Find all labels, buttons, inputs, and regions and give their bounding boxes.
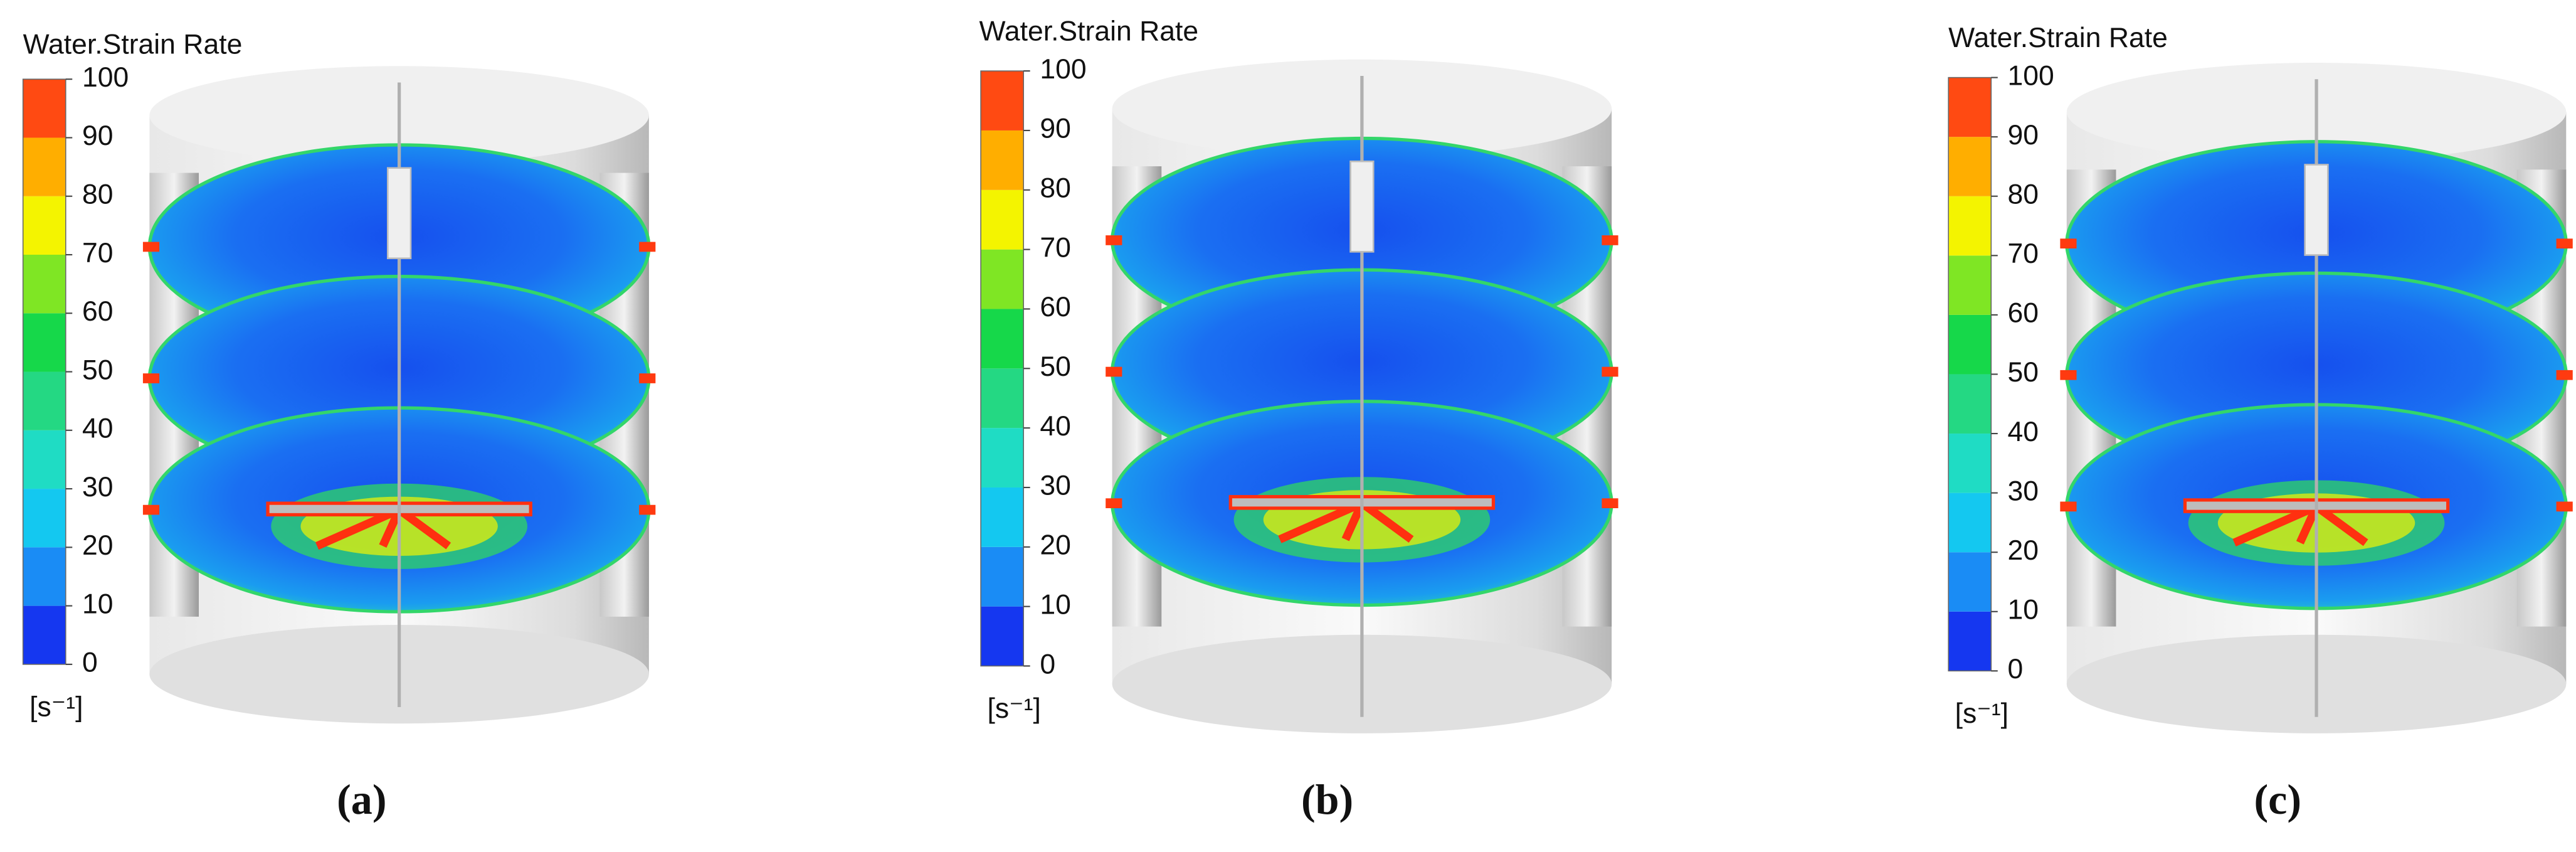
colorbar-band <box>981 368 1024 429</box>
hot-spot <box>2556 501 2573 512</box>
colorbar-tick-label: 80 <box>82 179 113 210</box>
hot-spot <box>142 242 160 252</box>
hot-spot <box>142 504 160 515</box>
panel: Water.Strain Rate 0 10 20 30 40 50 60 70 80 90 100 [… <box>22 29 656 823</box>
colorbar-tick-label: 0 <box>2008 654 2024 684</box>
colorbar-tick-label: 100 <box>1040 54 1086 85</box>
panel: Water.Strain Rate 0 10 20 30 40 50 60 70 80 90 100 [… <box>979 16 1618 823</box>
panel-caption: (c) <box>2254 775 2301 823</box>
colorbar-tick-label: 90 <box>1040 114 1071 144</box>
hot-spot <box>639 373 656 383</box>
colorbar-band <box>23 371 66 430</box>
panel: Water.Strain Rate 0 10 20 30 40 50 60 70 80 90 100 [… <box>1948 23 2573 823</box>
colorbar-tick-label: 70 <box>82 238 113 269</box>
colorbar-band <box>23 430 66 489</box>
colorbar-tick-label: 90 <box>82 120 113 151</box>
colorbar-band <box>981 71 1024 130</box>
hot-spot <box>1106 235 1122 245</box>
colorbar-tick-label: 30 <box>2008 476 2039 506</box>
colorbar-tick-label: 30 <box>82 472 113 503</box>
colorbar-tick-label: 10 <box>2008 595 2039 626</box>
colorbar-tick-label: 0 <box>82 647 98 678</box>
hot-spot <box>2556 238 2573 249</box>
hot-spot <box>2060 238 2077 249</box>
colorbar-tick-label: 70 <box>1040 232 1071 263</box>
colorbar-tick-label: 40 <box>1040 411 1071 442</box>
colorbar-band <box>1948 611 1992 671</box>
colorbar-title: Water.Strain Rate <box>1948 23 2168 53</box>
hot-spot <box>639 504 656 515</box>
colorbar-tick-label: 100 <box>82 62 129 93</box>
colorbar-band <box>981 606 1024 666</box>
colorbar-band <box>23 489 66 548</box>
hot-spot <box>2060 370 2077 380</box>
colorbar-tick-label: 50 <box>2008 357 2039 388</box>
colorbar-unit: [s⁻¹] <box>1955 698 2009 729</box>
colorbar-tick-label: 40 <box>82 413 113 444</box>
shaft-hub <box>386 167 412 260</box>
colorbar-tick-label: 30 <box>1040 471 1071 501</box>
colorbar-tick-label: 80 <box>2008 179 2039 210</box>
colorbar-band <box>1948 374 1992 434</box>
colorbar-tick-label: 50 <box>1040 351 1071 382</box>
colorbar-band <box>23 255 66 314</box>
hot-spot <box>1602 366 1618 377</box>
colorbar-tick-label: 10 <box>82 588 113 619</box>
hot-spot <box>639 242 656 252</box>
colorbar-band <box>1948 137 1992 196</box>
colorbar-band <box>1948 77 1992 137</box>
colorbar-tick-label: 60 <box>82 296 113 327</box>
colorbar-band <box>981 546 1024 607</box>
hot-spot <box>1602 235 1618 245</box>
colorbar-tick-label: 10 <box>1040 589 1071 620</box>
colorbar-title: Water.Strain Rate <box>23 29 243 60</box>
hot-spot <box>1106 498 1122 508</box>
panel-caption: (b) <box>1301 775 1353 823</box>
colorbar-tick-label: 60 <box>1040 292 1071 322</box>
colorbar-band <box>1948 552 1992 612</box>
panel-caption: (a) <box>337 775 386 823</box>
colorbar-band <box>981 487 1024 547</box>
colorbar-tick-label: 20 <box>1040 530 1071 561</box>
colorbar-band <box>981 428 1024 487</box>
colorbar-tick-label: 70 <box>2008 238 2039 269</box>
colorbar-band <box>981 189 1024 250</box>
colorbar-tick-label: 0 <box>1040 649 1055 679</box>
shaft-hub <box>2304 164 2329 256</box>
colorbar-band <box>23 313 66 372</box>
colorbar-band <box>1948 434 1992 493</box>
colorbar-band <box>981 130 1024 190</box>
colorbar-tick-label: 80 <box>1040 173 1071 204</box>
colorbar-band <box>981 309 1024 369</box>
colorbar-band <box>1948 493 1992 553</box>
colorbar-tick-label: 40 <box>2008 417 2039 447</box>
colorbar-tick-label: 100 <box>2008 60 2054 91</box>
colorbar-band <box>1948 196 1992 256</box>
hot-spot <box>142 373 160 383</box>
colorbar-band <box>1948 255 1992 315</box>
hot-spot <box>1602 498 1618 508</box>
colorbar-band <box>1948 314 1992 375</box>
hot-spot <box>2060 501 2077 512</box>
colorbar-band <box>23 547 66 606</box>
colorbar-band <box>23 137 66 196</box>
hot-spot <box>1106 366 1122 377</box>
colorbar-title: Water.Strain Rate <box>979 16 1198 47</box>
shaft-hub <box>1349 160 1375 253</box>
colorbar-tick-label: 90 <box>2008 120 2039 151</box>
colorbar-band <box>23 79 66 138</box>
colorbar-unit: [s⁻¹] <box>988 693 1041 724</box>
colorbar-band <box>23 196 66 255</box>
colorbar-tick-label: 20 <box>2008 535 2039 566</box>
hot-spot <box>2556 370 2573 380</box>
colorbar-tick-label: 20 <box>82 530 113 561</box>
colorbar-tick-label: 60 <box>2008 298 2039 329</box>
colorbar-band <box>981 249 1024 309</box>
colorbar-unit: [s⁻¹] <box>29 691 83 722</box>
colorbar-band <box>23 605 66 664</box>
colorbar-tick-label: 50 <box>82 354 113 385</box>
